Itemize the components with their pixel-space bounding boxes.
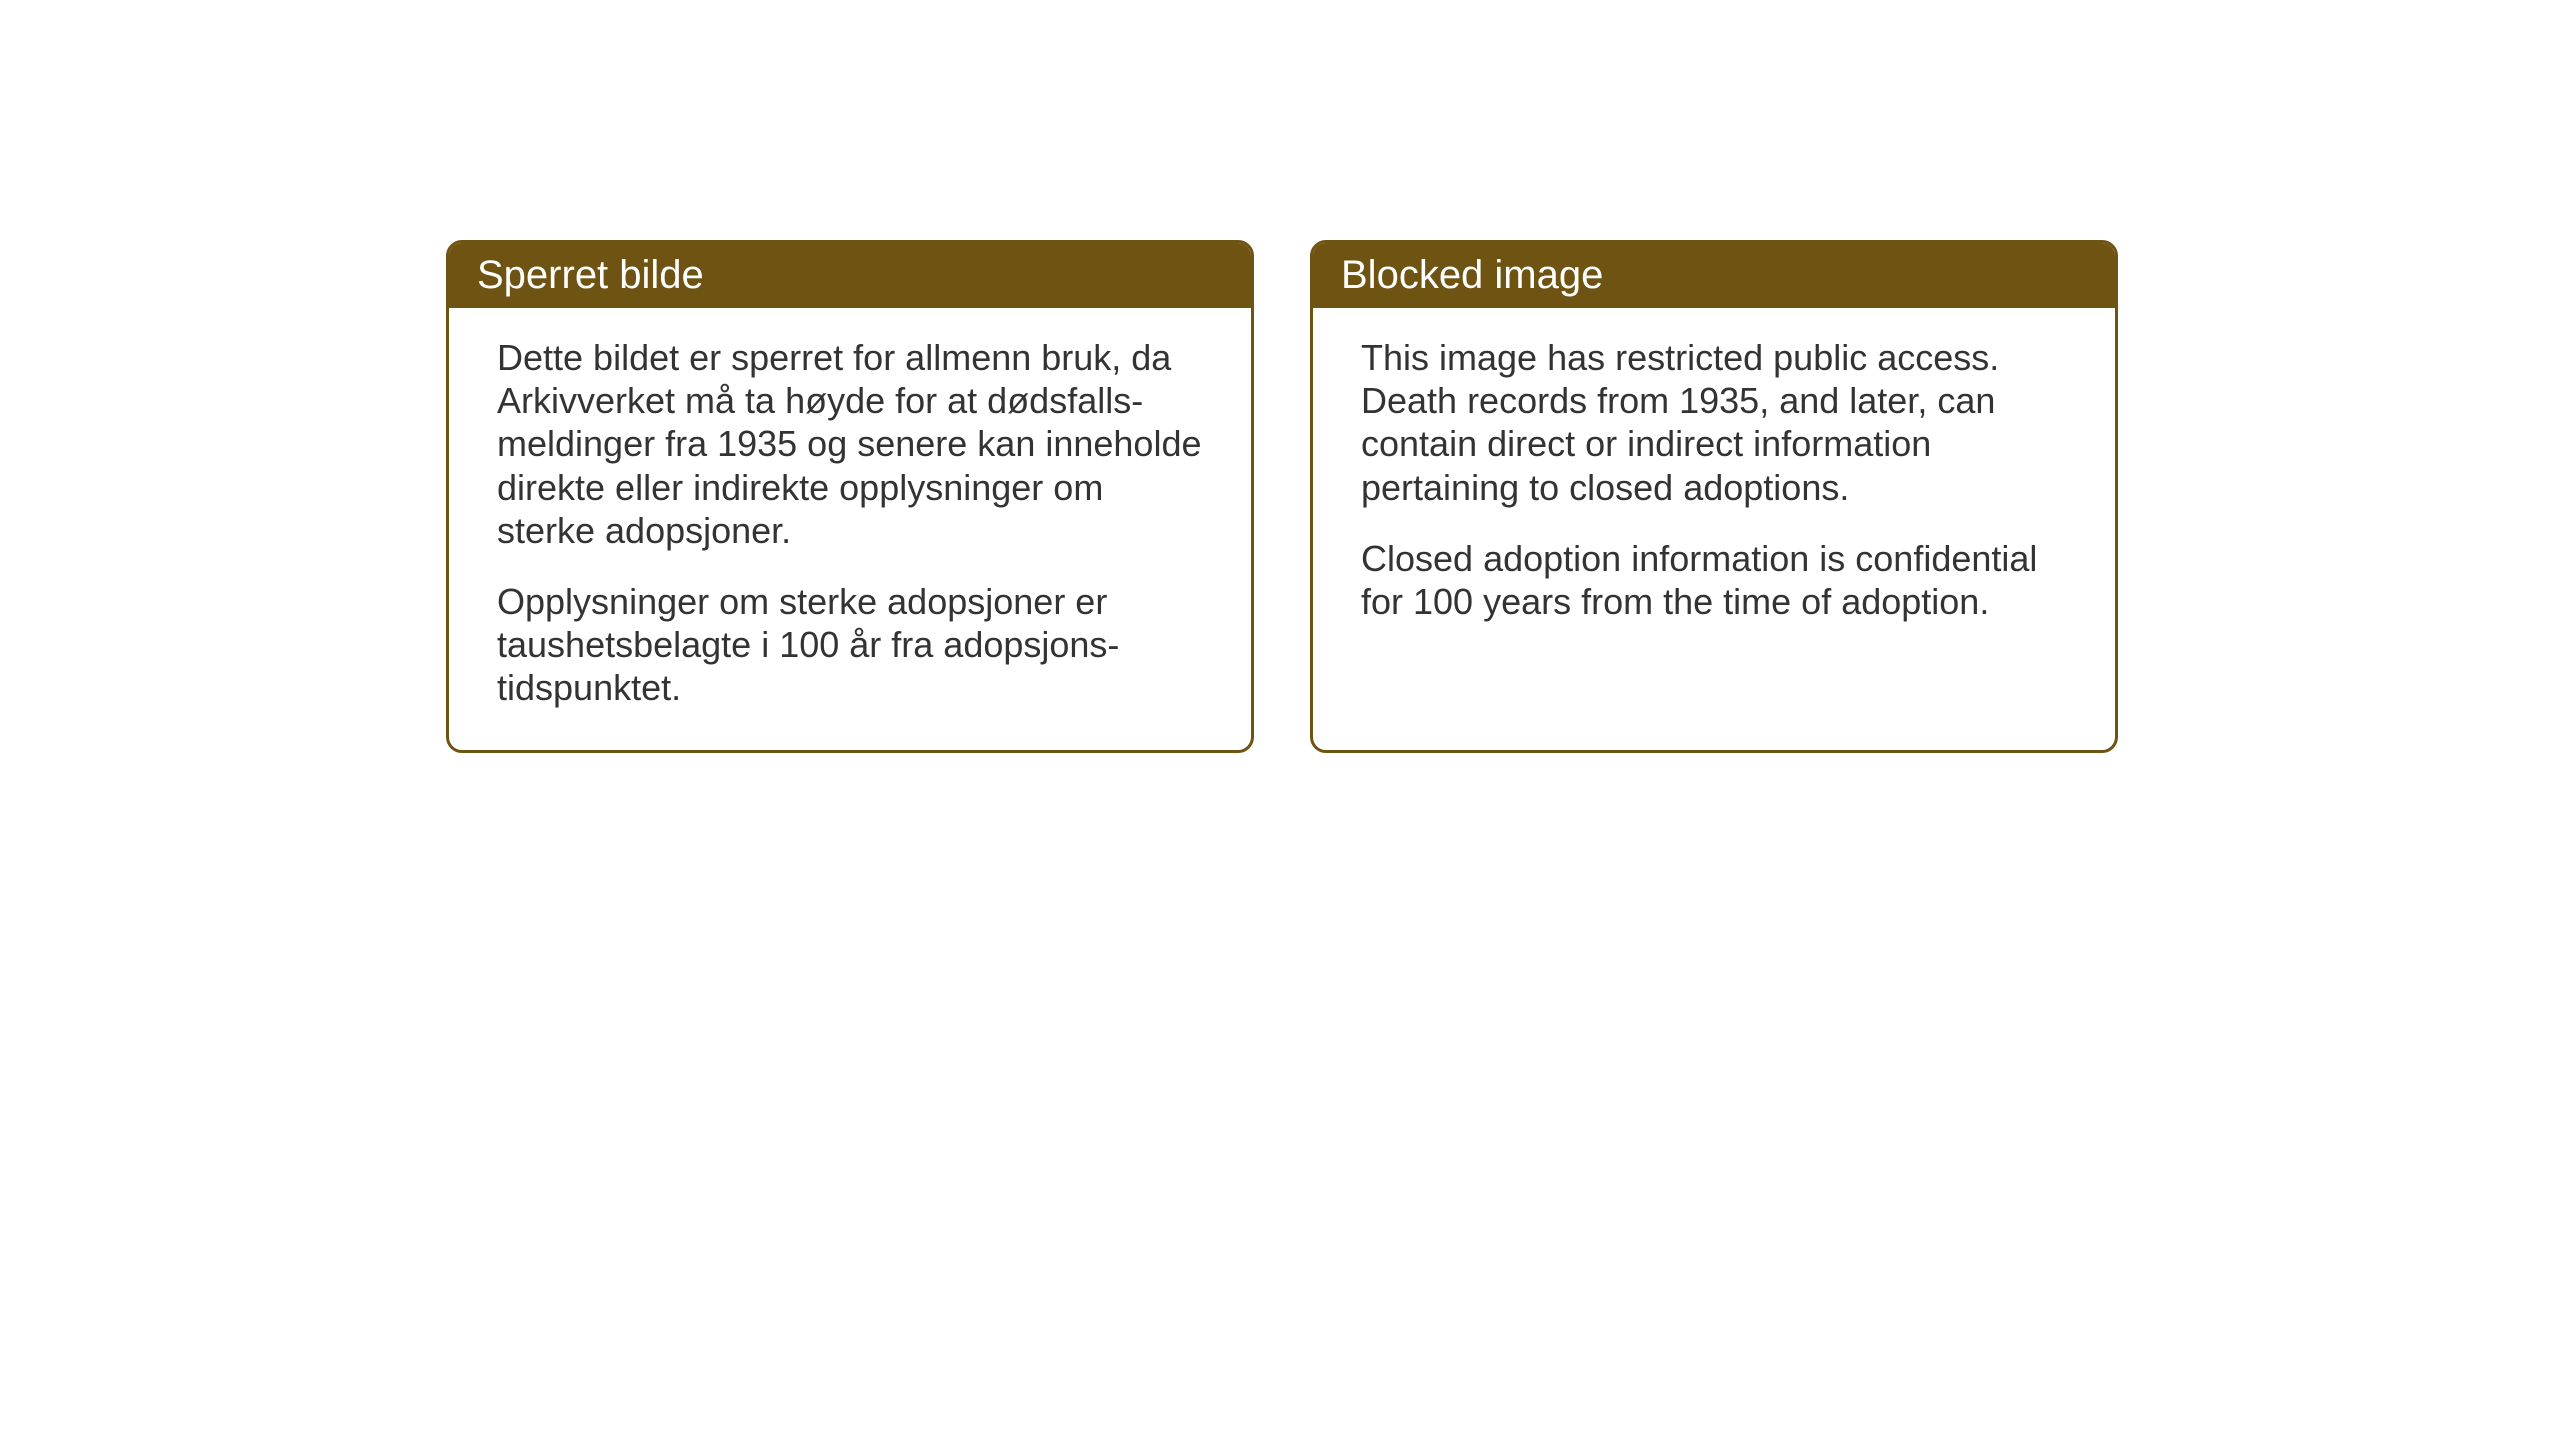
english-paragraph-2: Closed adoption information is confident… — [1361, 537, 2067, 623]
norwegian-paragraph-1: Dette bildet er sperret for allmenn bruk… — [497, 336, 1203, 552]
norwegian-panel-body: Dette bildet er sperret for allmenn bruk… — [449, 308, 1251, 750]
norwegian-panel-title: Sperret bilde — [477, 253, 704, 297]
english-panel: Blocked image This image has restricted … — [1310, 240, 2118, 753]
norwegian-panel: Sperret bilde Dette bildet er sperret fo… — [446, 240, 1254, 753]
english-panel-header: Blocked image — [1313, 243, 2115, 308]
english-paragraph-1: This image has restricted public access.… — [1361, 336, 2067, 509]
english-panel-title: Blocked image — [1341, 253, 1603, 297]
norwegian-panel-header: Sperret bilde — [449, 243, 1251, 308]
panels-container: Sperret bilde Dette bildet er sperret fo… — [446, 240, 2118, 753]
norwegian-paragraph-2: Opplysninger om sterke adopsjoner er tau… — [497, 580, 1203, 710]
english-panel-body: This image has restricted public access.… — [1313, 308, 2115, 750]
